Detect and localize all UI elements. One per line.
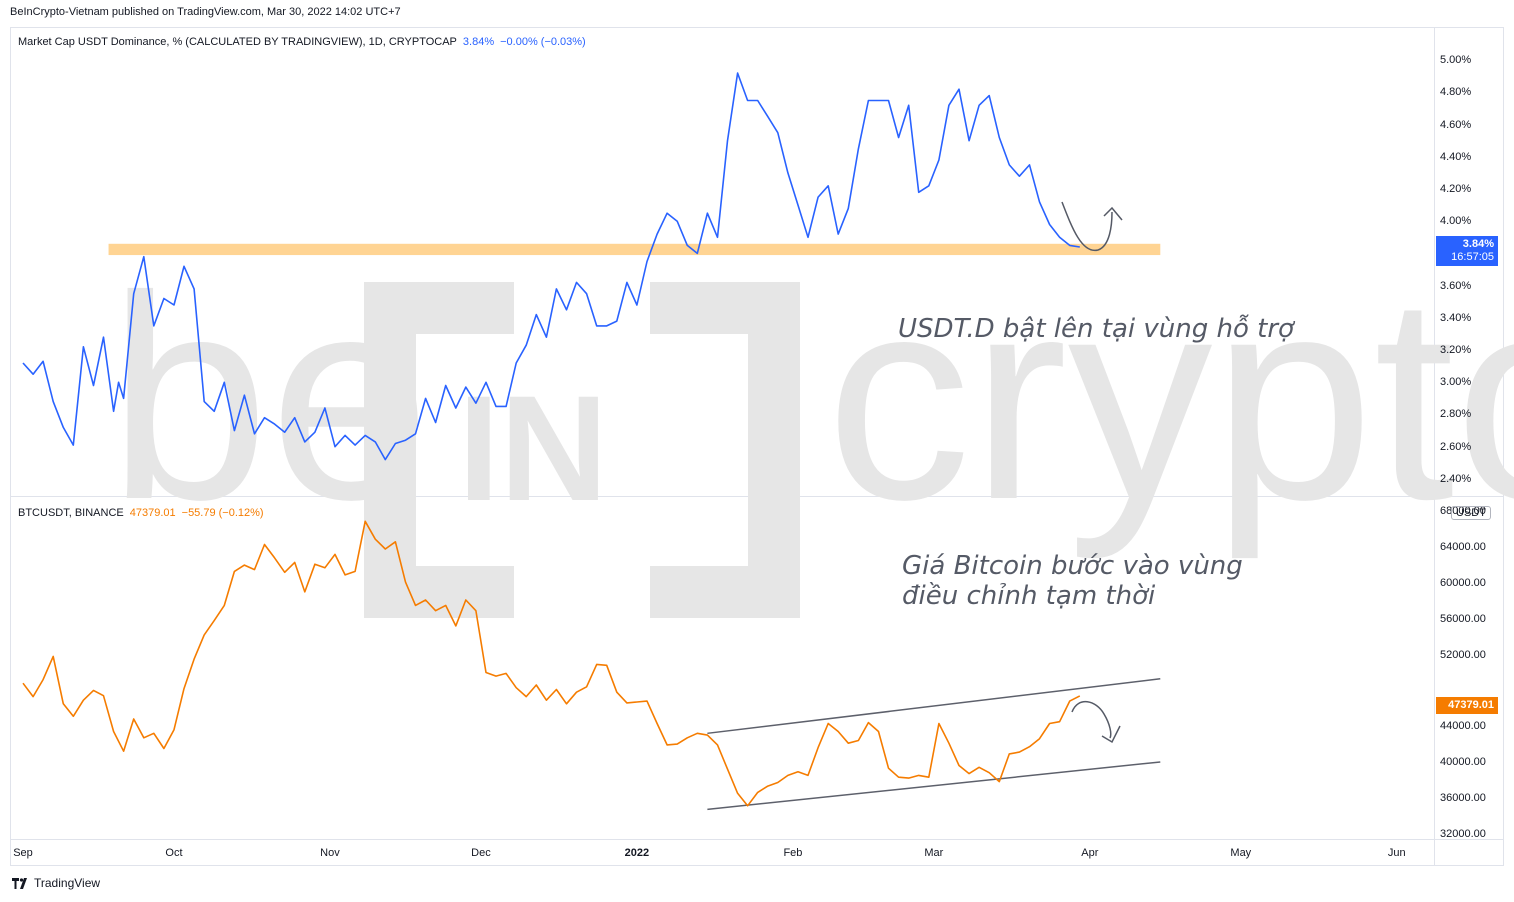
y-tick-label: 64000.00: [1440, 541, 1486, 554]
tradingview-footer[interactable]: TradingView: [12, 876, 100, 890]
btcusdt-legend[interactable]: BTCUSDT, BINANCE 47379.01 −55.79 (−0.12%): [18, 507, 264, 519]
chart-frame: [10, 27, 1504, 866]
y-tick-label: 52000.00: [1440, 648, 1486, 661]
y-tick-label: 3.40%: [1440, 311, 1472, 324]
y-tick-label: 44000.00: [1440, 720, 1486, 733]
btcusdt-price-tag: 47379.01: [1436, 697, 1498, 714]
y-tick-label: 4.40%: [1440, 150, 1472, 163]
btc-correction-arrowhead: [1101, 725, 1121, 744]
usdt-dominance-legend[interactable]: Market Cap USDT Dominance, % (CALCULATED…: [18, 36, 586, 48]
btcusdt-title: BTCUSDT, BINANCE: [18, 507, 124, 519]
btcusdt-change: −55.79 (−0.12%): [181, 507, 264, 519]
support-zone-rect: [108, 243, 1161, 256]
watermark-bracket-right: [748, 282, 800, 618]
y-tick-label: 4.00%: [1440, 215, 1472, 228]
y-tick-label: 3.60%: [1440, 279, 1472, 292]
usdt-annotation-text: USDT.D bật lên tại vùng hỗ trợ: [898, 314, 1294, 344]
y-tick-label: 2.60%: [1440, 440, 1472, 453]
watermark-bracket-left-top: [364, 282, 514, 334]
y-tick-label: 60000.00: [1440, 577, 1486, 589]
usdt-dominance-pane: [22, 72, 1161, 461]
y-tick-label: 3.00%: [1440, 376, 1472, 389]
y-tick-label: 2.80%: [1440, 408, 1472, 421]
x-tick-label: Sep: [13, 847, 33, 859]
watermark-bracket-left: [364, 282, 416, 618]
beincrypto-watermark: be IN crypto: [108, 236, 1514, 618]
watermark-bracket-right-top: [650, 282, 800, 334]
x-tick-label: May: [1230, 847, 1252, 859]
watermark-text: crypto: [826, 236, 1514, 561]
y-tick-label: 3.20%: [1440, 344, 1472, 357]
btcusdt-value: 47379.01: [129, 507, 176, 519]
tradingview-logo-icon: [12, 877, 27, 889]
y-tick-label: 2.40%: [1440, 472, 1472, 485]
usdt-bounce-arrowhead: [1103, 206, 1123, 221]
btc-correction-arrow: [1071, 701, 1112, 739]
watermark-bracket-left-bottom: [364, 566, 514, 618]
drawing-tools: [1061, 201, 1123, 744]
btc-annotation: Giá Bitcoin bước vào vùng điều chỉnh tạm…: [902, 551, 1243, 611]
y-tick-label: 56000.00: [1440, 612, 1486, 625]
usdt-dominance-tag-value: 3.84%: [1462, 238, 1494, 250]
x-tick-label: Jun: [1387, 847, 1406, 859]
btcusdt-pane: [22, 520, 1161, 811]
watermark-box-text: IN: [458, 364, 608, 532]
x-tick-label: Oct: [165, 847, 183, 859]
tradingview-brand: TradingView: [34, 876, 101, 890]
btc-annotation-text: Giá Bitcoin bước vào vùng điều chỉnh tạm…: [902, 551, 1272, 611]
channel-upper-line: [707, 677, 1161, 735]
btcusdt-line: [22, 520, 1081, 807]
y-tick-label: 4.60%: [1440, 118, 1472, 131]
currency-unit-button[interactable]: USDT: [1451, 506, 1491, 520]
publisher-header: BeInCrypto-Vietnam published on TradingV…: [10, 6, 401, 18]
x-tick-label: Mar: [924, 847, 944, 859]
y-tick-label: 5.00%: [1440, 54, 1472, 67]
usdt-dominance-change: −0.00% (−0.03%): [500, 36, 586, 48]
bar-countdown: 16:57:05: [1451, 251, 1494, 263]
y-tick-label: 36000.00: [1440, 791, 1486, 804]
y-tick-label: 4.20%: [1440, 183, 1472, 196]
channel-lower-line: [707, 761, 1161, 811]
y-tick-label: 4.80%: [1440, 86, 1472, 99]
y-tick-label: 40000.00: [1440, 755, 1486, 768]
x-tick-label: Dec: [471, 847, 491, 859]
usdt-bounce-arrow: [1061, 201, 1113, 252]
usdt-dominance-price-tag: 3.84% 16:57:05: [1436, 236, 1498, 266]
x-tick-label: Nov: [320, 847, 340, 859]
x-tick-label: Apr: [1081, 847, 1099, 859]
usdt-dominance-title: Market Cap USDT Dominance, % (CALCULATED…: [18, 36, 457, 48]
x-tick-label: 2022: [624, 847, 650, 859]
time-axis-border: [10, 839, 1504, 840]
usdt-dominance-value: 3.84%: [462, 36, 495, 48]
usdt-dominance-line: [22, 72, 1080, 461]
x-tick-label: Feb: [783, 847, 803, 859]
price-axis-border: [1434, 27, 1435, 866]
y-tick-label: 32000.00: [1440, 827, 1486, 840]
watermark-bracket-right-bottom: [650, 566, 800, 618]
